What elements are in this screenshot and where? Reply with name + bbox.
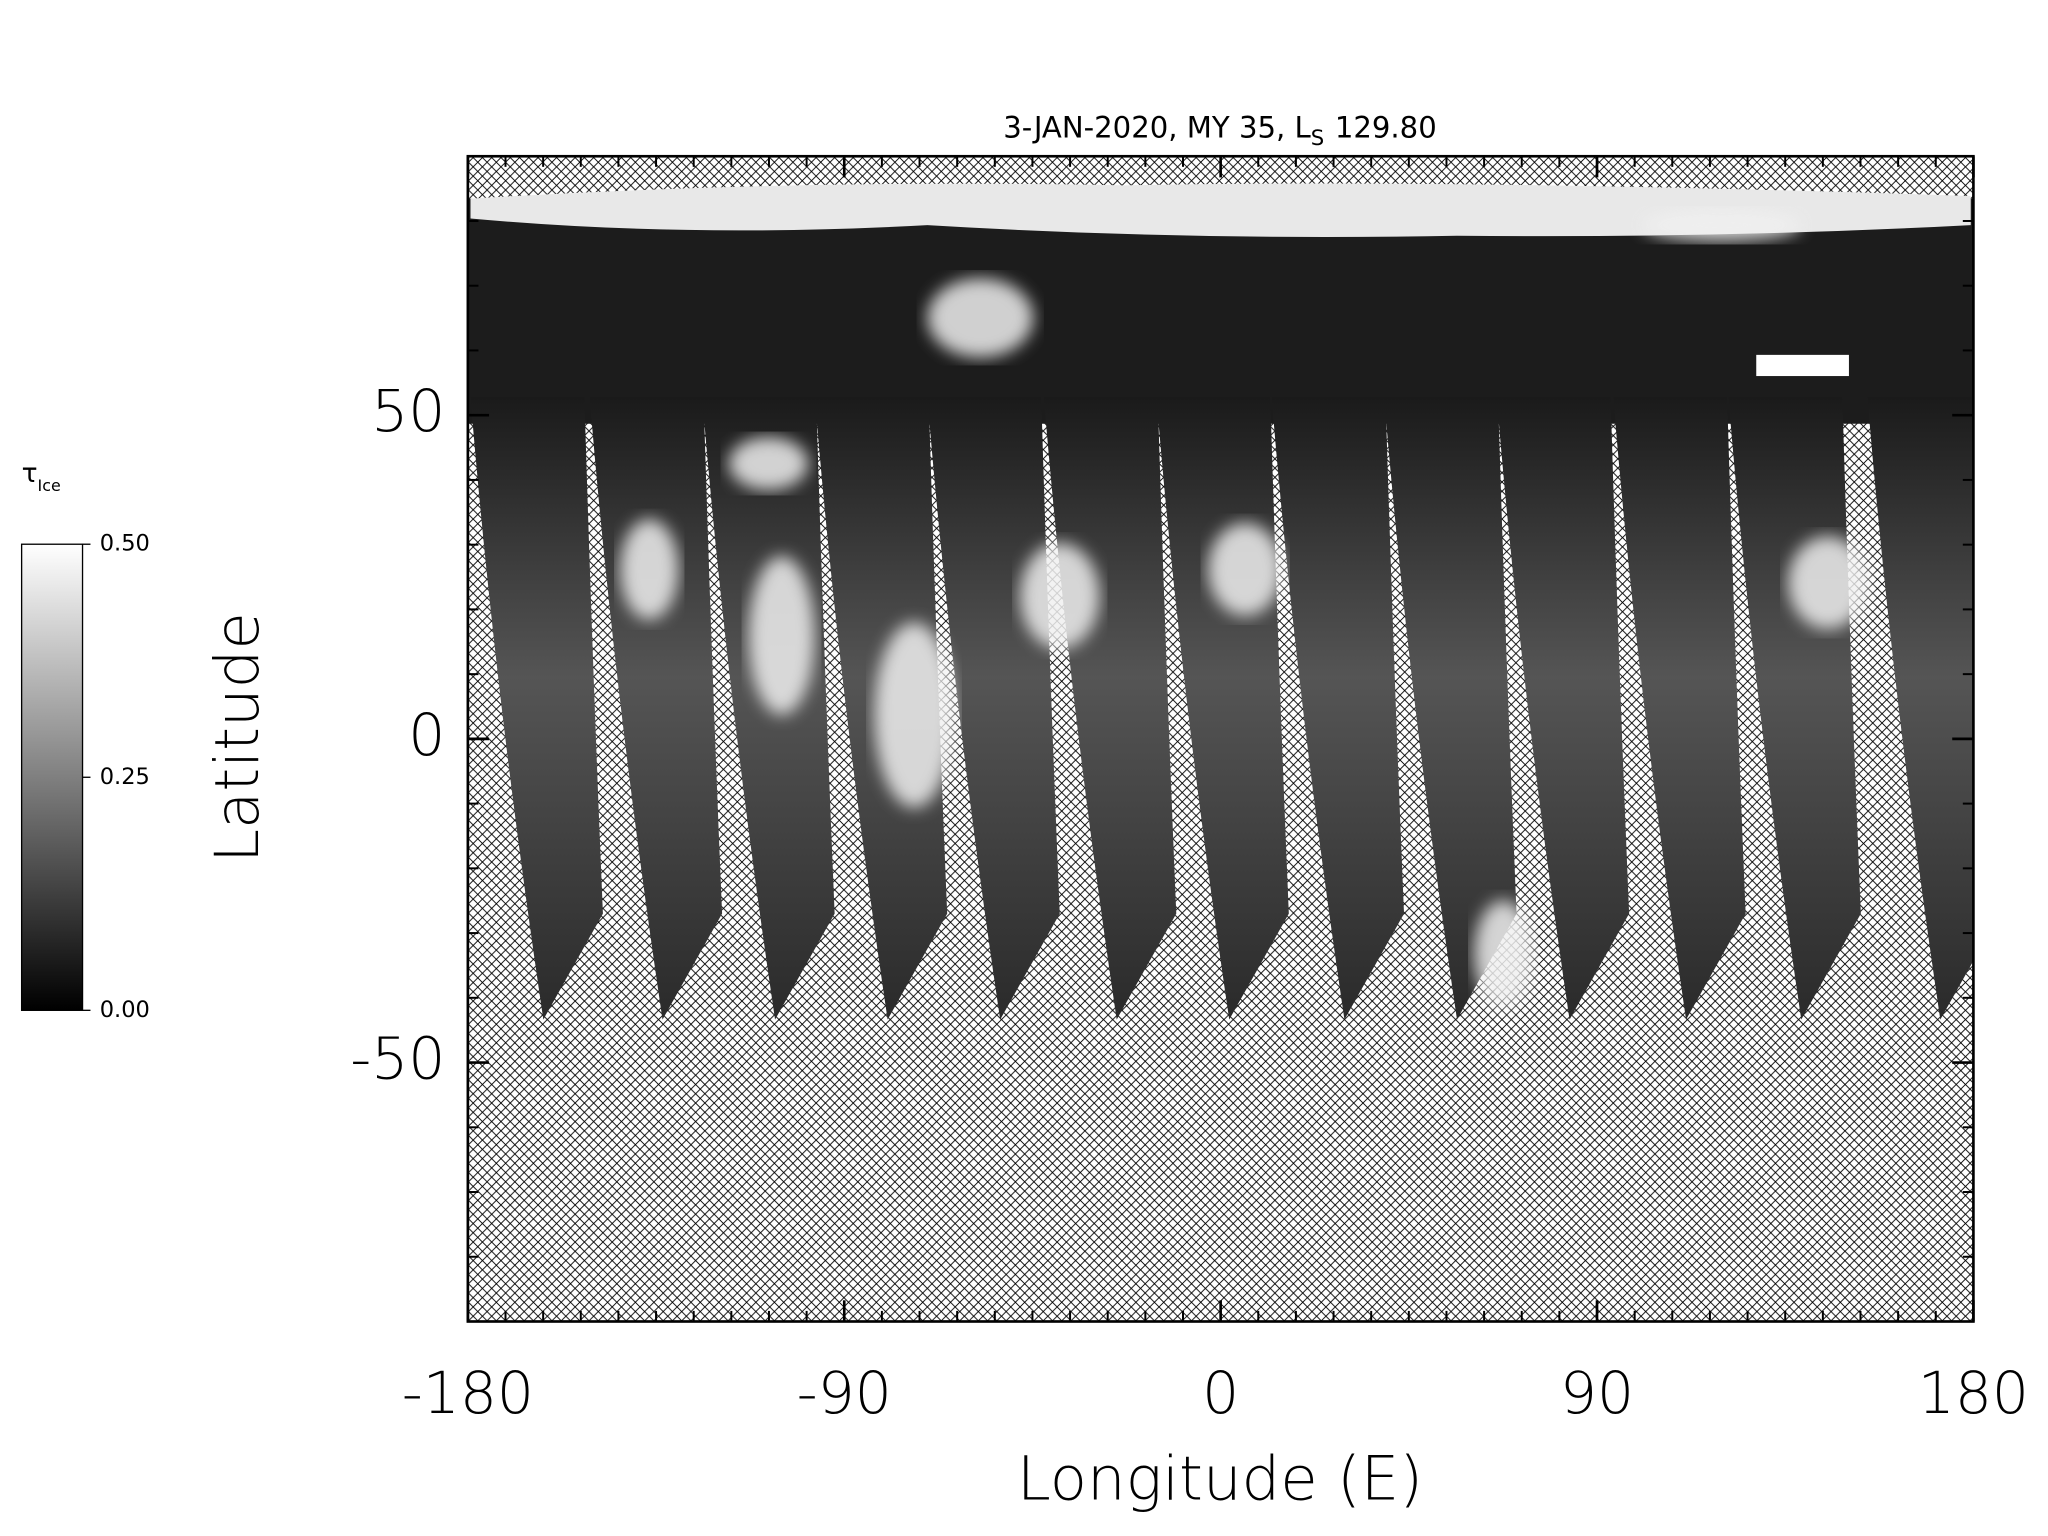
- swath: [1613, 397, 1746, 1020]
- bright-cloud: [1642, 209, 1802, 241]
- swath: [927, 397, 1060, 1020]
- swath: [1496, 397, 1630, 1020]
- title-text: 3-JAN-2020, MY 35, L: [1003, 111, 1311, 145]
- x-tick-label: -90: [797, 1359, 892, 1427]
- colorbar-label-symbol: τ: [22, 458, 38, 489]
- title-subscript: S: [1311, 125, 1324, 150]
- x-tick-label: -180: [402, 1359, 534, 1427]
- swath: [470, 397, 603, 1020]
- title-ls-value: 129.80: [1335, 111, 1437, 145]
- colorbar: [20, 543, 84, 1011]
- x-tick-label: 90: [1560, 1359, 1634, 1427]
- swath: [1271, 397, 1405, 1020]
- swath: [1867, 397, 1974, 1020]
- bright-cloud: [874, 622, 954, 808]
- colorbar-tick-label: 0.25: [100, 764, 150, 790]
- bright-cloud: [620, 519, 679, 620]
- chart-title: 3-JAN-2020, MY 35, LS 129.80: [1003, 111, 1437, 150]
- bright-patch: [1756, 354, 1849, 377]
- bright-cloud: [927, 278, 1034, 358]
- colorbar-tick-label: 0.00: [100, 997, 150, 1023]
- map-image: [467, 183, 1974, 1020]
- polar-cap: [470, 183, 1971, 238]
- colorbar-label-subscript: Ice: [38, 475, 61, 494]
- bright-cloud: [748, 556, 815, 716]
- colorbar-ticks: 0.00 0.25 0.50: [82, 531, 150, 1023]
- x-tick-label: 0: [1202, 1359, 1239, 1427]
- axes: -180 -90 0 90 180 -50 0 50: [350, 156, 2029, 1427]
- x-tick-label: 180: [1918, 1359, 2029, 1427]
- bright-cloud: [1788, 536, 1868, 629]
- x-axis-title: Longitude (E): [1017, 1444, 1423, 1515]
- bright-cloud: [1474, 900, 1533, 1007]
- swath: [702, 397, 835, 1020]
- y-tick-label: -50: [350, 1025, 445, 1093]
- dark-band: [467, 198, 1974, 424]
- bright-cloud: [1020, 542, 1100, 649]
- y-tick-label: 50: [371, 377, 445, 445]
- bright-cloud: [728, 436, 809, 490]
- colorbar-tick-label: 0.50: [100, 531, 150, 557]
- colorbar-label: τIce: [22, 458, 61, 495]
- swath: [1384, 397, 1517, 1020]
- y-axis-title: Latitude: [202, 612, 273, 863]
- bright-cloud: [1208, 523, 1283, 616]
- y-tick-label: 0: [408, 701, 445, 769]
